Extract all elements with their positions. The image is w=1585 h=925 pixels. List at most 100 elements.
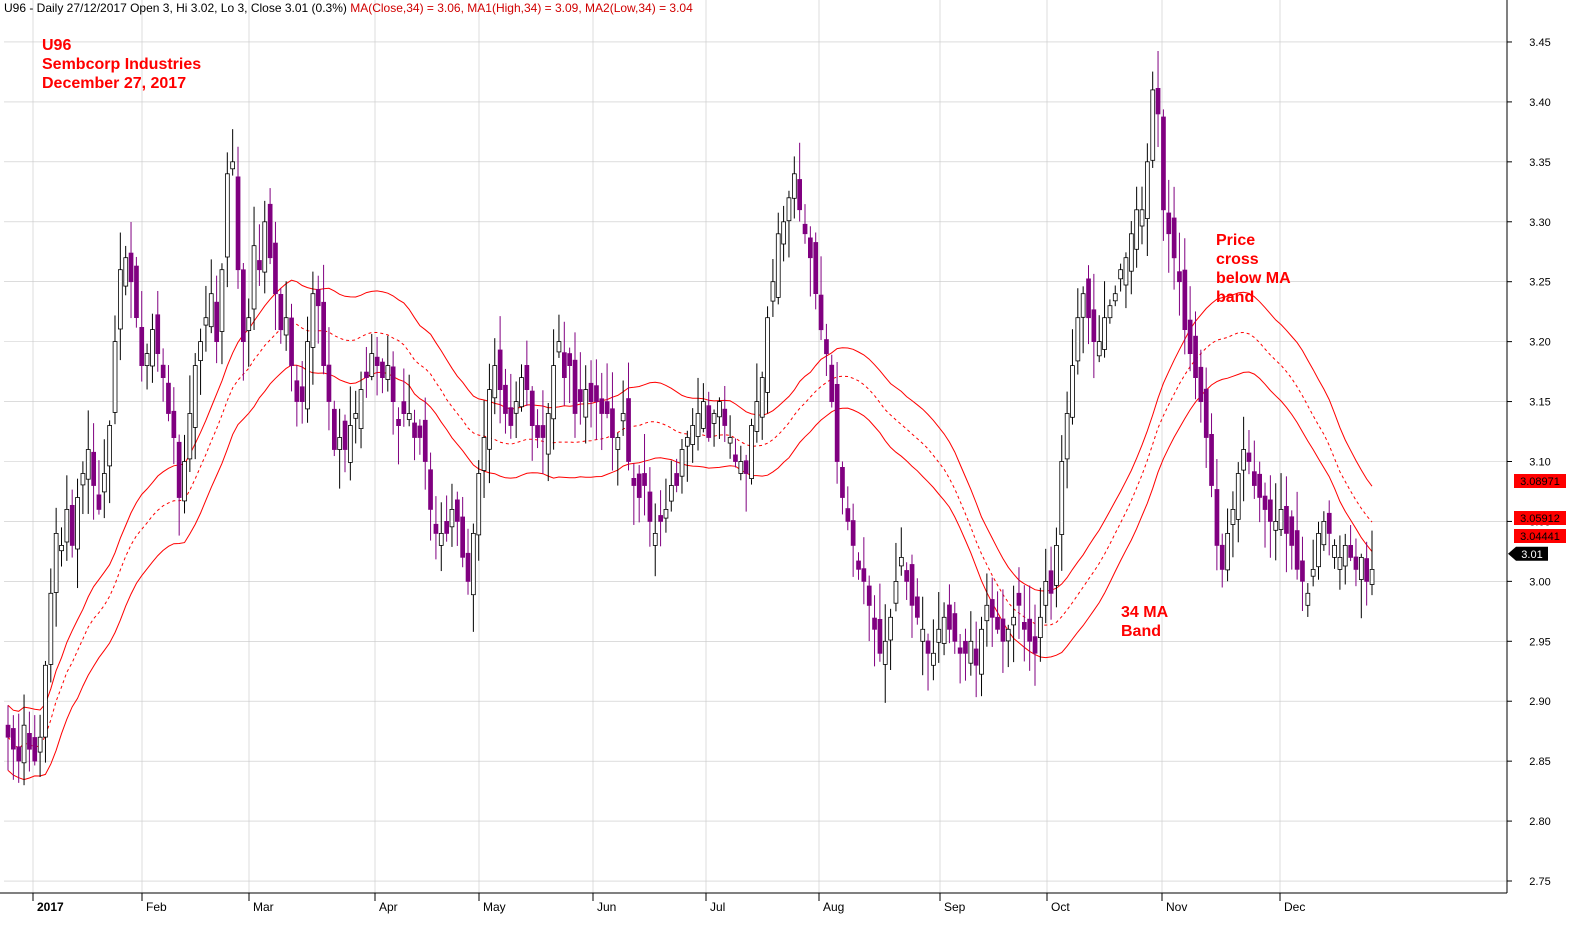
header-ma-close: MA(Close,34) = 3.06,: [350, 1, 464, 15]
x-tick-label: Aug: [823, 900, 844, 914]
y-tick-label: 2.95: [1529, 636, 1550, 648]
y-tick-label: 2.80: [1529, 816, 1550, 828]
ma-band-line-1: 34 MA: [1121, 604, 1169, 621]
candle-body: [321, 301, 327, 366]
candle-body: [866, 585, 872, 606]
candle-body: [203, 317, 209, 326]
y-tick-label: 2.75: [1529, 876, 1550, 888]
x-tick-label: 2017: [37, 900, 64, 914]
candle-body: [802, 223, 808, 235]
candle-body: [524, 364, 530, 390]
candle-body: [722, 408, 728, 426]
candle-body: [273, 242, 278, 295]
price-cross-annotation: Price cross below MA band: [1216, 231, 1291, 307]
candle-body: [519, 377, 524, 408]
candle-body: [85, 449, 91, 480]
candle-body: [615, 437, 621, 450]
y-tick-label: 3.35: [1529, 157, 1550, 169]
candle-body: [1011, 616, 1017, 626]
candle-body: [428, 469, 433, 510]
y-tick-label: 3.15: [1529, 397, 1550, 409]
candle-body: [251, 245, 257, 310]
candle-body: [1316, 533, 1321, 568]
x-tick-label: Dec: [1284, 900, 1305, 914]
candle-body: [1246, 452, 1252, 462]
y-tick-label: 3.00: [1529, 576, 1550, 588]
candle-body: [856, 560, 861, 570]
candle-body: [556, 341, 562, 353]
candle-body: [1070, 365, 1075, 418]
candle-body: [91, 451, 96, 486]
candle-body: [578, 389, 583, 403]
candle-body: [396, 418, 401, 426]
candle-body: [813, 242, 819, 294]
candle-body: [1129, 233, 1134, 272]
candle-body: [294, 380, 300, 402]
candle-body: [513, 401, 519, 414]
candle-body: [968, 640, 974, 664]
candle-body: [1161, 116, 1166, 211]
candle-body: [69, 504, 75, 546]
candle-body: [192, 365, 198, 428]
candle-body: [385, 365, 391, 380]
candle-body: [326, 364, 332, 402]
candle-body: [417, 425, 423, 438]
ma-high-line: [7, 279, 1373, 712]
candle-body: [43, 664, 48, 738]
candle-body: [941, 616, 947, 644]
candle-body: [840, 466, 845, 498]
candle-body: [604, 401, 610, 415]
candle-body: [16, 746, 22, 762]
candle-body: [182, 461, 187, 502]
header-ma-high: MA1(High,34) = 3.09,: [467, 1, 582, 15]
candle-body: [663, 508, 669, 519]
candle-body: [150, 329, 155, 367]
candle-body: [1268, 499, 1273, 522]
candle-body: [850, 520, 856, 546]
candle-body: [1273, 521, 1279, 531]
header-ma-low: MA2(Low,34) = 3.04: [585, 1, 693, 15]
candle-body: [743, 460, 749, 474]
candle-body: [1230, 508, 1236, 525]
candle-body: [567, 353, 573, 367]
value-tags: 3.08971 3.05912 3.04441 3.01: [1508, 474, 1566, 561]
candle-body: [433, 523, 439, 534]
candle-body: [315, 289, 321, 307]
candle-body: [915, 596, 920, 618]
ma-close-line: [7, 322, 1373, 750]
x-tick-label: Jul: [710, 900, 725, 914]
candle-body: [1075, 317, 1081, 362]
header-prefix: U96 - Daily 27/12/2017 Open 3, Hi 3.02, …: [4, 1, 347, 15]
candle-body: [749, 425, 754, 479]
candle-body: [337, 437, 343, 450]
ma-tag-label: 3.05912: [1520, 513, 1560, 525]
candle-body: [535, 425, 540, 438]
candle-body: [118, 269, 123, 330]
candle-body: [305, 341, 310, 410]
candle-body: [380, 361, 385, 379]
candle-body: [1107, 305, 1113, 319]
candle-body: [1016, 592, 1022, 606]
candle-body: [1342, 545, 1348, 567]
candle-body: [449, 508, 455, 528]
y-tick-label: 2.90: [1529, 696, 1550, 708]
candle-body: [818, 294, 824, 331]
candle-body: [893, 581, 899, 604]
candle-body: [1123, 257, 1129, 286]
y-tick-label: 3.30: [1529, 217, 1550, 229]
candle-body: [492, 365, 498, 399]
candle-body: [1364, 558, 1369, 582]
ma-band-lines: [7, 279, 1373, 781]
candle-body: [797, 179, 803, 211]
candle-body: [1348, 545, 1353, 558]
candle-body: [64, 508, 70, 543]
candle-body: [904, 570, 910, 582]
candle-body: [176, 441, 182, 498]
ma-tag-label: 3.04441: [1520, 531, 1560, 543]
candle-body: [658, 515, 664, 522]
candle-body: [1214, 489, 1220, 546]
x-tick-label: Oct: [1051, 900, 1070, 914]
candle-body: [957, 647, 963, 654]
candle-body: [289, 317, 294, 366]
